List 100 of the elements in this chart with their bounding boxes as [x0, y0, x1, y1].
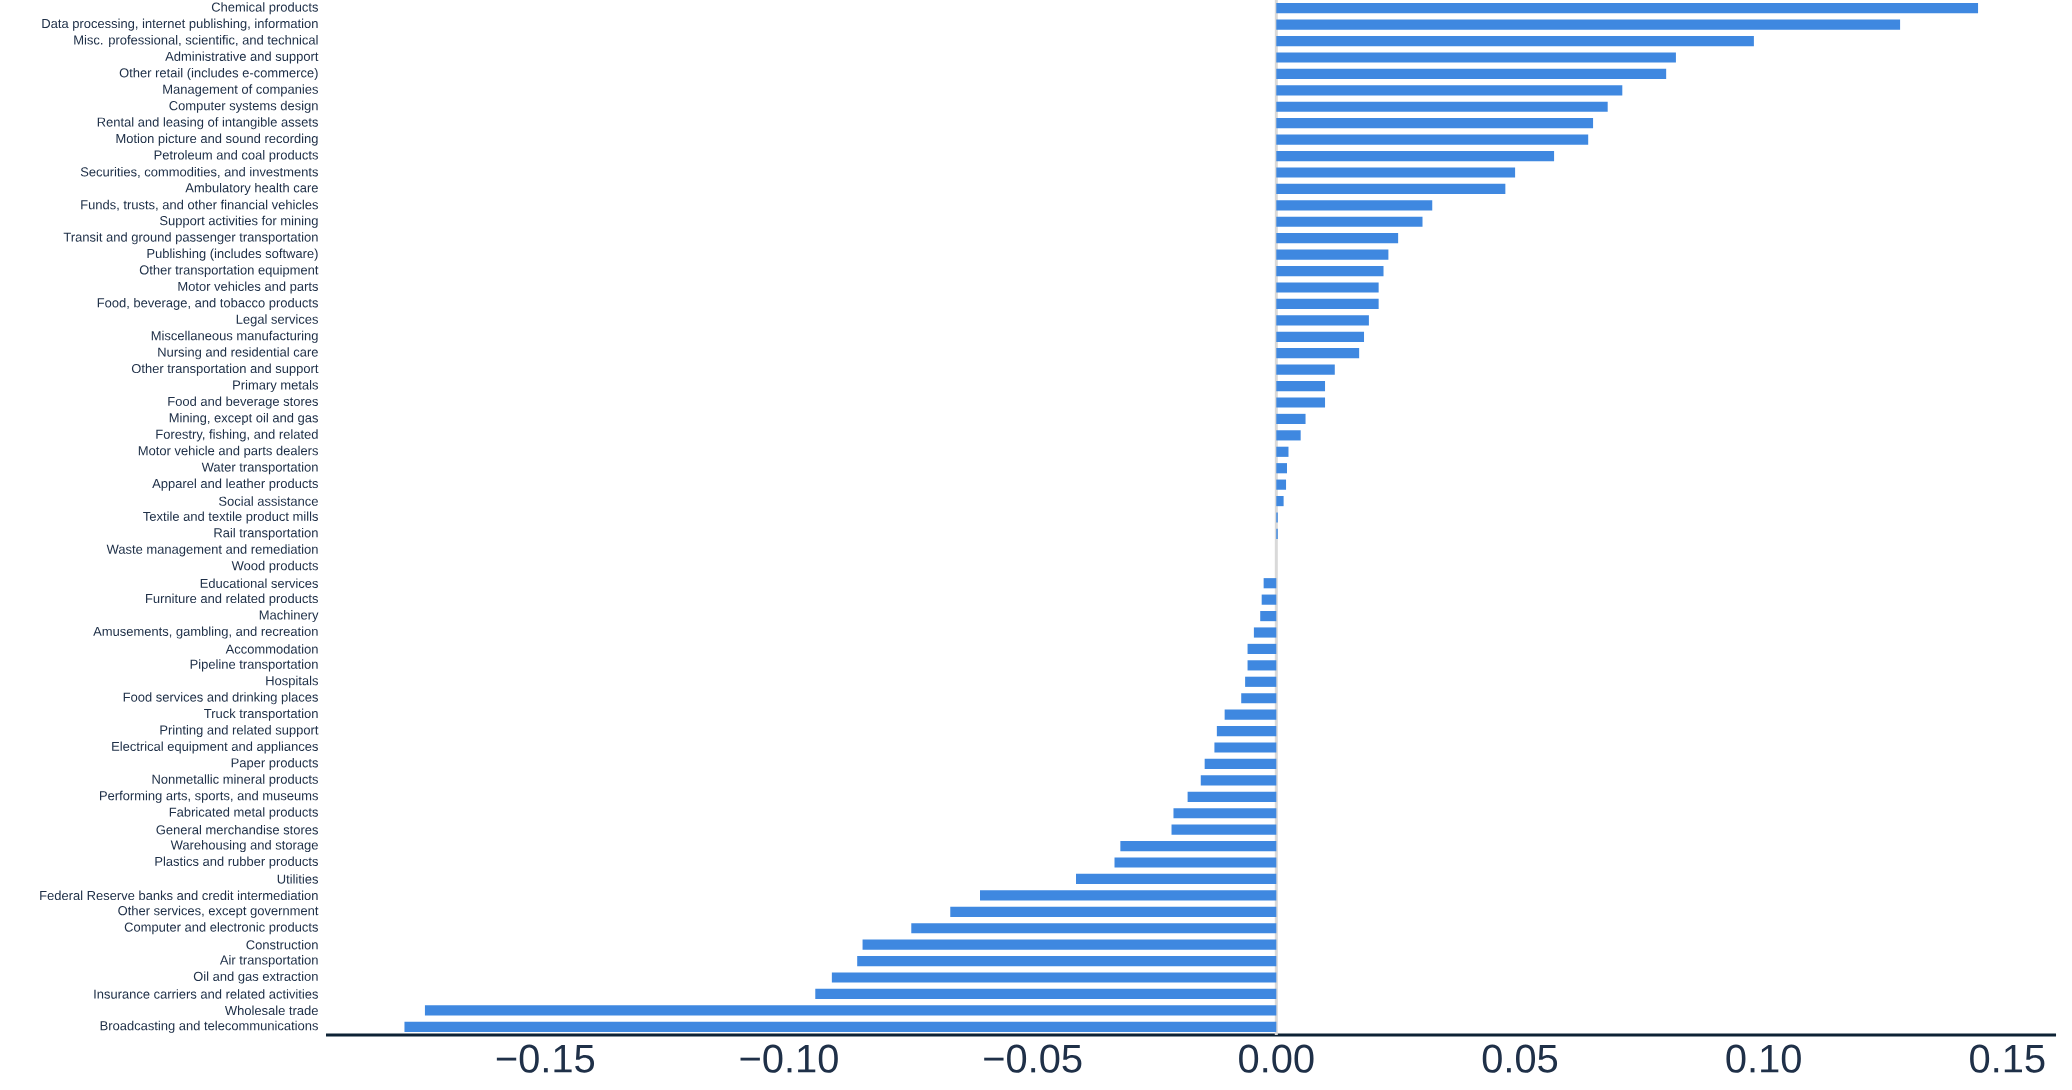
- y-tick-label: Administrative and support: [165, 51, 319, 64]
- bar: [1204, 758, 1277, 770]
- y-tick-label: Legal services: [236, 314, 318, 327]
- x-tick-label: 0.10: [1726, 1044, 1801, 1073]
- y-tick-label: Forestry, fishing, and related: [156, 429, 318, 442]
- bar: [1114, 857, 1277, 868]
- x-tick-label: −0.15: [496, 1044, 595, 1073]
- x-tick-label: 0.15: [1970, 1044, 2045, 1073]
- y-tick-label: Truck transportation: [204, 708, 318, 721]
- y-tick-label: Broadcasting and telecommunications: [100, 1020, 318, 1033]
- y-tick-label: Water transportation: [201, 462, 318, 475]
- bar: [1276, 315, 1369, 326]
- bar: [1276, 348, 1360, 359]
- bar: [1276, 413, 1306, 425]
- bar: [980, 890, 1277, 901]
- bar: [1276, 19, 1901, 30]
- y-tick-label: Warehousing and storage: [170, 840, 318, 853]
- bar: [831, 972, 1277, 983]
- bar: [1276, 233, 1399, 244]
- bar: [1276, 298, 1379, 310]
- bar: [1276, 495, 1284, 507]
- y-tick-label: Motor vehicles and parts: [178, 281, 318, 294]
- y-tick-label: Insurance carriers and related activities: [94, 989, 318, 999]
- bar: [1276, 101, 1608, 112]
- y-tick-label: Mining, except oil and gas: [169, 412, 318, 425]
- bar: [1261, 594, 1277, 605]
- y-tick-label: Educational services: [200, 578, 318, 588]
- y-tick-label: Plastics and rubber products: [155, 856, 318, 869]
- y-tick-label: Performing arts, sports, and museums: [100, 790, 318, 803]
- bar: [1276, 68, 1667, 80]
- y-tick-label: Chemical products: [211, 2, 318, 15]
- y-tick-label: Electrical equipment and appliances: [112, 741, 318, 754]
- bar: [1173, 808, 1277, 819]
- y-tick-label: Miscellaneous manufacturing: [151, 330, 318, 343]
- y-tick-label: Rail transportation: [214, 527, 318, 540]
- y-tick-label: Wholesale trade: [224, 1005, 318, 1016]
- y-tick-label: Federal Reserve banks and credit intermediation: [40, 890, 318, 901]
- bar: [1120, 840, 1277, 852]
- bar: [1276, 150, 1555, 162]
- bar: [1276, 397, 1326, 408]
- bar: [1276, 249, 1389, 260]
- y-tick-label: Primary metals: [233, 380, 318, 393]
- y-tick-label: Rental and leasing of intangible assets: [97, 117, 318, 130]
- y-tick-label: Fabricated metal products: [169, 807, 318, 820]
- y-tick-label: Amusements, gambling, and recreation: [93, 626, 318, 639]
- x-tick-label: 0.05: [1482, 1044, 1558, 1073]
- bar: [1214, 742, 1277, 753]
- y-tick-label: Computer and electronic products: [124, 922, 318, 935]
- bar: [1276, 265, 1384, 277]
- bar: [1276, 282, 1379, 293]
- bar: [911, 923, 1277, 934]
- y-tick-label: Textile and textile product mills: [143, 511, 318, 524]
- y-tick-label: Accommodation: [225, 644, 318, 654]
- y-tick-label: Misc. professional, scientific, and technical: [74, 35, 318, 48]
- bar: [1200, 775, 1277, 786]
- y-tick-label: Data processing, internet publishing, information: [42, 18, 318, 31]
- bar: [1276, 85, 1623, 96]
- y-tick-label: Utilities: [277, 874, 319, 884]
- y-tick-label: Wood products: [231, 560, 318, 573]
- y-tick-label: Printing and related support: [160, 725, 319, 738]
- y-tick-label: Paper products: [231, 757, 318, 770]
- bar: [1224, 709, 1277, 720]
- bar: [1276, 364, 1335, 375]
- y-tick-label: Other transportation and support: [131, 363, 319, 376]
- y-tick-label: Transit and ground passenger transportation: [63, 232, 318, 245]
- y-tick-label: Oil and gas extraction: [193, 971, 318, 984]
- y-tick-label: Nursing and residential care: [158, 347, 318, 360]
- y-tick-label: Food, beverage, and tobacco products: [97, 297, 318, 310]
- bar: [1276, 463, 1288, 474]
- y-tick-label: Furniture and related products: [146, 593, 318, 606]
- y-tick-label: Nonmetallic mineral products: [152, 774, 318, 787]
- y-tick-label: Social assistance: [219, 496, 318, 506]
- bar: [1276, 430, 1301, 441]
- bar: [1276, 479, 1287, 490]
- bar: [1245, 676, 1277, 687]
- bar: [1253, 627, 1277, 638]
- bar: [1276, 134, 1589, 145]
- bar: [1276, 380, 1326, 392]
- y-tick-label: Machinery: [259, 610, 319, 623]
- x-tick-label: −0.05: [984, 1044, 1082, 1073]
- bar: [1276, 3, 1979, 14]
- y-tick-label: Computer systems design: [169, 100, 318, 113]
- bar: [1276, 118, 1594, 129]
- y-tick-label: Waste management and remediation: [106, 544, 318, 557]
- bar: [1187, 791, 1277, 802]
- bar: [1263, 578, 1277, 589]
- y-tick-label: Apparel and leather products: [152, 478, 318, 491]
- bar: [1276, 35, 1754, 47]
- bar: [1276, 52, 1676, 63]
- y-tick-label: Publishing (includes software): [147, 248, 318, 261]
- bar: [1276, 331, 1365, 342]
- y-tick-label: Pipeline transportation: [190, 659, 318, 672]
- y-tick-label: Ambulatory health care: [185, 182, 318, 195]
- bar: [1260, 610, 1277, 622]
- bar: [857, 955, 1277, 967]
- bar: [815, 988, 1277, 1000]
- bar: [1247, 643, 1277, 655]
- y-tick-label: Motion picture and sound recording: [116, 133, 318, 146]
- bar: [1276, 200, 1433, 211]
- bar: [1241, 693, 1277, 704]
